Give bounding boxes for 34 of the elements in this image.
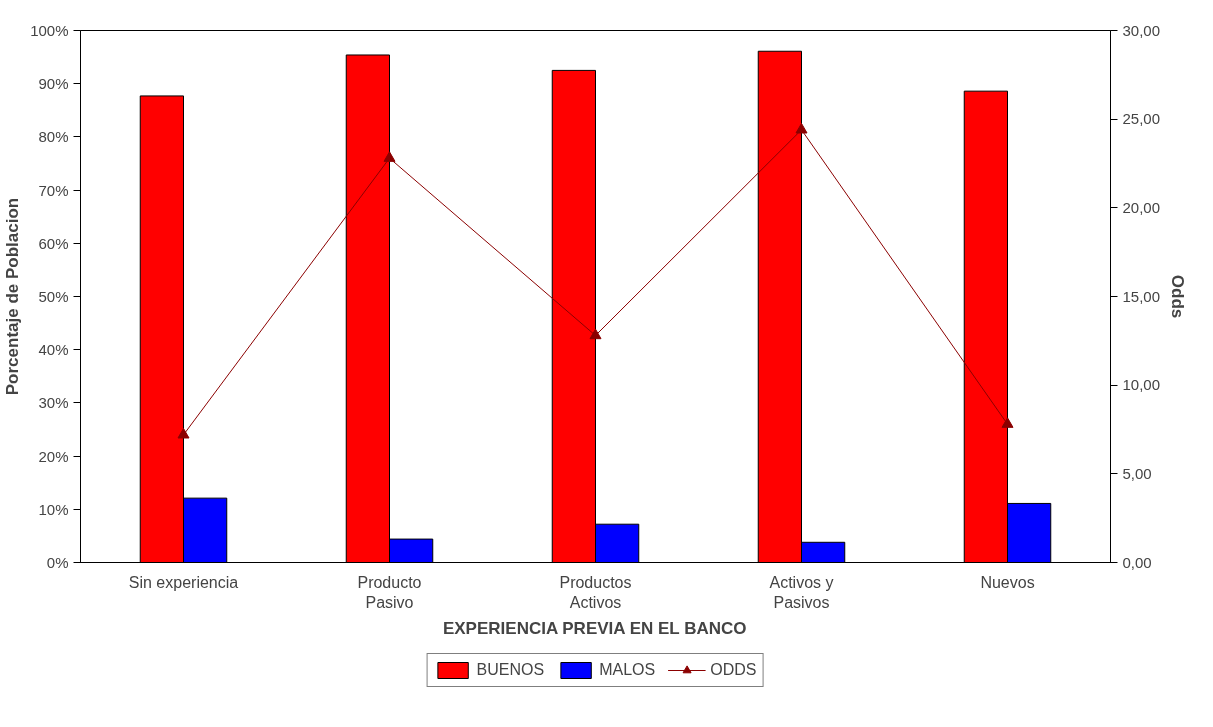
y-tick-label: 60% bbox=[38, 234, 69, 252]
x-tick-label: Productos Activos bbox=[559, 573, 632, 611]
y-tick-label: 30% bbox=[38, 394, 69, 412]
y-tick-label: 90% bbox=[38, 75, 69, 93]
y2-tick-label: 20,00 bbox=[1122, 198, 1161, 216]
y-tick-label: 40% bbox=[38, 341, 69, 359]
point bbox=[589, 328, 602, 340]
x-axis-title: EXPERIENCIA PREVIA EN EL BANCO bbox=[442, 618, 747, 638]
y-tick-label: 10% bbox=[38, 500, 69, 518]
y-tick-label: 100% bbox=[30, 22, 69, 39]
y-tick-label: 80% bbox=[38, 128, 69, 146]
point bbox=[1001, 417, 1014, 428]
point bbox=[795, 122, 808, 134]
y2-tick-label: 10,00 bbox=[1122, 376, 1161, 394]
y-tick-label: 20% bbox=[38, 447, 69, 465]
legend-label: ODDS bbox=[710, 661, 757, 679]
legend-label: MALOS bbox=[599, 661, 656, 679]
point bbox=[177, 427, 190, 439]
y-axis-title: Porcentaje de Poblacion bbox=[3, 197, 23, 396]
legend-label: BUENOS bbox=[476, 661, 545, 679]
y2-tick-label: 15,00 bbox=[1122, 287, 1161, 305]
y2-tick-label: 25,00 bbox=[1122, 110, 1161, 128]
x-tick-label: Sin experiencia bbox=[128, 573, 239, 591]
x-tick-label: Activos y Pasivos bbox=[769, 573, 834, 611]
point bbox=[383, 151, 396, 162]
y2-axis-title: Odds bbox=[1168, 274, 1188, 319]
x-tick-label: Nuevos bbox=[980, 573, 1035, 591]
y2-tick-label: 0,00 bbox=[1122, 553, 1152, 571]
y-tick-label: 50% bbox=[38, 288, 69, 305]
y-tick-label: 70% bbox=[38, 181, 69, 199]
y-tick-label: 0% bbox=[46, 554, 69, 571]
x-tick-label: Producto Pasivo bbox=[357, 573, 422, 611]
y2-tick-label: 5,00 bbox=[1122, 464, 1152, 482]
y2-tick-label: 30,00 bbox=[1122, 21, 1161, 39]
